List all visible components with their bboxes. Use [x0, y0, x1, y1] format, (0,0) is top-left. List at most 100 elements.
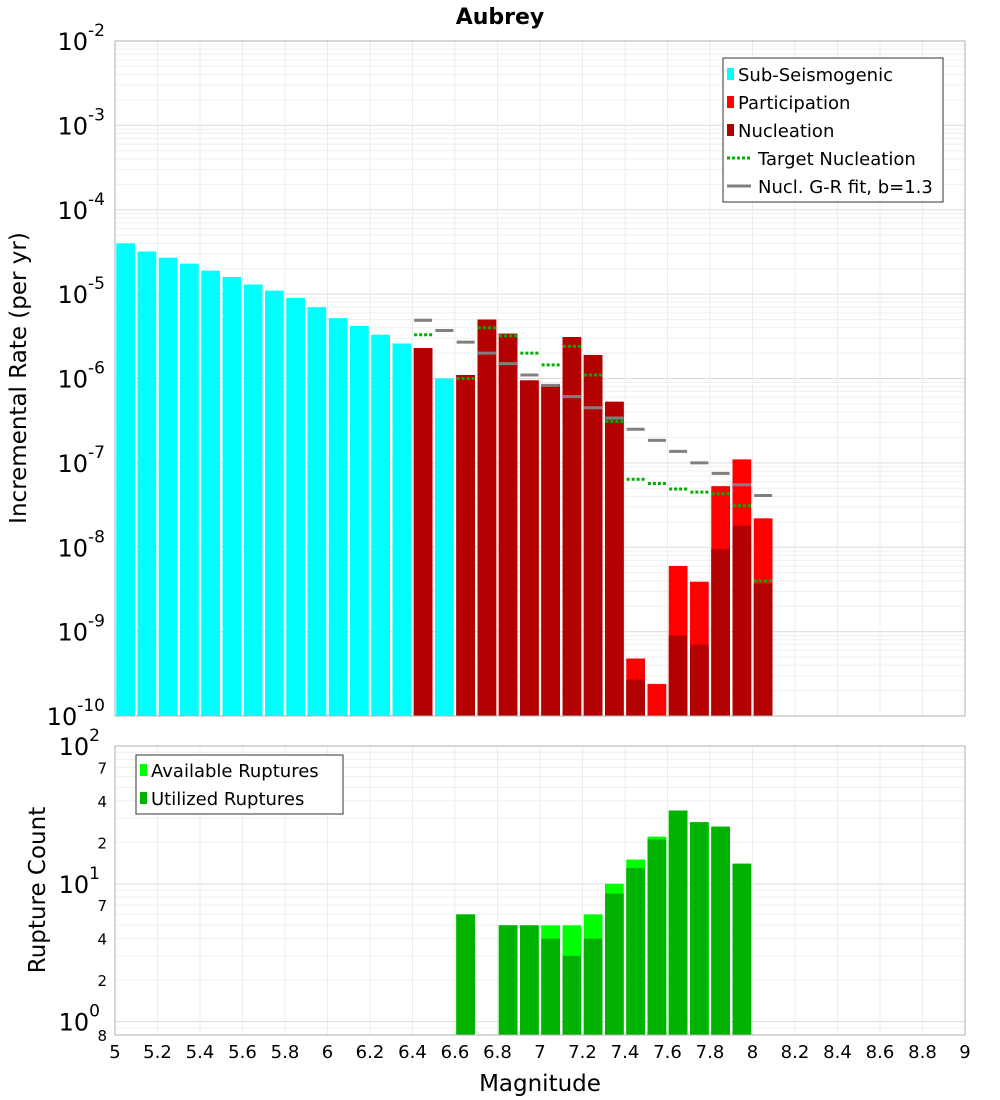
- bottom-legend: Available Ruptures Utilized Ruptures: [135, 754, 344, 815]
- top-y-axis-title: Incremental Rate (per yr): [6, 232, 32, 524]
- bottom-plot-frame: [114, 745, 966, 1036]
- bar-utilized-ruptures: [498, 925, 518, 1035]
- y-tick-label: 10-4: [58, 190, 106, 225]
- y-minor-tick-label: 2: [97, 972, 107, 990]
- bar-sub-seismogenic: [265, 290, 284, 716]
- legend-swatch: [727, 68, 734, 80]
- bar-nucleation: [541, 384, 560, 716]
- x-tick-label: 7.6: [653, 1042, 682, 1063]
- bar-utilized-ruptures: [583, 938, 603, 1035]
- y-tick-label: 102: [59, 726, 100, 761]
- x-tick-label: 6: [322, 1042, 333, 1063]
- bar-sub-seismogenic: [201, 270, 220, 716]
- y-minor-tick-label: 4: [97, 931, 107, 949]
- bar-nucleation: [690, 644, 709, 716]
- y-tick-label: 10-5: [58, 274, 106, 309]
- y-tick-label: 10-2: [58, 21, 106, 56]
- bar-nucleation: [753, 583, 773, 716]
- legend-label: Utilized Ruptures: [151, 789, 304, 810]
- x-tick-labels: 5 5.2 5.4 5.6 5.8 6 6.2 6.4 6.6 6.8 7 7.2 7.4 7.6 7.8 8…: [109, 1042, 970, 1063]
- bar-sub-seismogenic: [137, 251, 157, 716]
- top-legend: Sub-Seismogenic Participation Nucleation Ta…: [722, 57, 944, 203]
- legend-label: Nucleation: [738, 121, 834, 142]
- top-y-tick-labels: 10-10 10-9 10-8 10-7 10-6 10-5 10-4 10-3 10-2: [47, 21, 105, 731]
- y-tick-label: 10-6: [58, 359, 106, 394]
- x-tick-label: 8.4: [823, 1042, 852, 1063]
- chart-title: Aubrey: [456, 5, 545, 30]
- bar-participation: [647, 683, 667, 716]
- legend-box: [722, 57, 944, 203]
- bar-sub-seismogenic: [243, 284, 263, 716]
- x-axis-title: Magnitude: [479, 1071, 601, 1097]
- bar-sub-seismogenic: [116, 243, 135, 717]
- x-tick-label: 8.2: [781, 1042, 810, 1063]
- bar-utilized-ruptures: [626, 868, 645, 1035]
- legend-label: Nucl. G-R fit, b=1.3: [758, 177, 933, 198]
- x-tick-label: 8: [747, 1042, 758, 1063]
- x-tick-label: 7.8: [696, 1042, 725, 1063]
- x-tick-label: 8.8: [908, 1042, 937, 1063]
- bar-nucleation: [583, 354, 603, 716]
- x-tick-label: 6.4: [398, 1042, 427, 1063]
- bar-nucleation: [477, 319, 497, 716]
- bar-sub-seismogenic: [371, 334, 390, 716]
- x-tick-label: 7: [534, 1042, 545, 1063]
- bar-sub-seismogenic: [286, 297, 305, 716]
- y-tick-label: 10-8: [58, 527, 106, 562]
- x-tick-label: 7.2: [568, 1042, 597, 1063]
- top-dashes: [414, 318, 773, 583]
- bar-utilized-ruptures: [668, 810, 688, 1035]
- legend-swatch: [727, 96, 734, 108]
- bottom-plot: 100 101 102 8 2 4 7 2 4 7 5 5.2 5.4 5.6 5.8 6 6.2 6.4 6.6…: [25, 726, 971, 1097]
- legend-label: Sub-Seismogenic: [738, 65, 893, 86]
- bar-utilized-ruptures: [562, 955, 582, 1035]
- x-tick-label: 5.8: [271, 1042, 300, 1063]
- bar-nucleation: [498, 333, 518, 716]
- y-minor-tick-label: 2: [97, 834, 107, 852]
- y-tick-label: 10-7: [58, 443, 106, 478]
- bar-utilized-ruptures: [690, 822, 709, 1035]
- y-minor-tick-label: 4: [97, 793, 107, 811]
- legend-swatch: [140, 792, 147, 804]
- legend-swatch: [140, 764, 147, 776]
- y-tick-label: 101: [59, 864, 100, 899]
- bar-utilized-ruptures: [520, 925, 539, 1035]
- bar-nucleation: [711, 549, 730, 716]
- bar-sub-seismogenic: [307, 307, 327, 716]
- bottom-y-tick-labels: 100 101 102 8 2 4 7 2 4 7: [59, 726, 107, 1045]
- x-tick-label: 6.2: [356, 1042, 385, 1063]
- legend-box: [135, 754, 344, 815]
- bar-utilized-ruptures: [456, 914, 475, 1035]
- top-bars: [116, 243, 773, 717]
- legend-label: Available Ruptures: [151, 761, 319, 782]
- legend-label: Target Nucleation: [757, 149, 916, 170]
- bottom-y-axis-title: Rupture Count: [25, 807, 51, 973]
- x-tick-label: 8.6: [866, 1042, 895, 1063]
- bar-utilized-ruptures: [541, 938, 560, 1035]
- x-tick-label: 5.4: [186, 1042, 215, 1063]
- bar-sub-seismogenic: [222, 276, 242, 716]
- bar-nucleation: [732, 525, 752, 716]
- bar-sub-seismogenic: [350, 325, 369, 716]
- x-tick-label: 9: [959, 1042, 970, 1063]
- x-tick-label: 7.4: [611, 1042, 640, 1063]
- bar-sub-seismogenic: [328, 318, 348, 716]
- bar-utilized-ruptures: [605, 893, 624, 1035]
- x-tick-label: 6.6: [441, 1042, 470, 1063]
- bar-sub-seismogenic: [435, 378, 454, 716]
- y-minor-tick-label: 8: [97, 1027, 107, 1045]
- bar-utilized-ruptures: [732, 863, 752, 1035]
- x-tick-label: 6.8: [483, 1042, 512, 1063]
- bar-nucleation: [520, 380, 539, 716]
- top-plot-frame: [114, 40, 966, 717]
- y-minor-tick-label: 7: [97, 759, 107, 777]
- top-plot: 10-10 10-9 10-8 10-7 10-6 10-5 10-4 10-3 10-2 In…: [6, 21, 966, 731]
- y-tick-label: 100: [59, 1002, 100, 1037]
- x-tick-label: 5.6: [228, 1042, 257, 1063]
- x-tick-label: 5: [109, 1042, 120, 1063]
- bar-sub-seismogenic: [392, 343, 412, 716]
- bar-nucleation: [626, 679, 645, 716]
- bar-nucleation: [605, 401, 624, 716]
- y-tick-label: 10-10: [47, 696, 105, 731]
